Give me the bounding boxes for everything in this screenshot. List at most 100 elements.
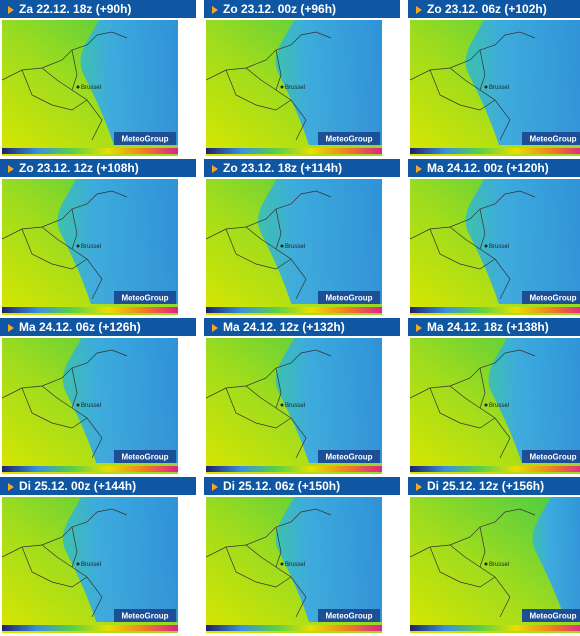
- thumbnail-header[interactable]: Zo 23.12. 12z (+108h): [0, 159, 196, 177]
- city-label: Brussel: [489, 244, 509, 250]
- city-label: Brussel: [489, 403, 509, 409]
- thumbnail-header[interactable]: Ma 24.12. 06z (+126h): [0, 318, 196, 336]
- thumbnail-label: Di 25.12. 06z (+150h): [223, 479, 341, 493]
- thumbnail-header[interactable]: Zo 23.12. 18z (+114h): [204, 159, 400, 177]
- forecast-map[interactable]: Brussel MeteoGroup: [206, 497, 382, 633]
- thumbnail: Za 22.12. 18z (+90h) Brussel MeteoGroup: [0, 0, 196, 156]
- thumbnail: Ma 24.12. 12z (+132h) Brussel MeteoGroup: [204, 318, 400, 474]
- city-label: Brussel: [285, 562, 305, 568]
- bullet-icon: [416, 164, 422, 173]
- color-scale: [410, 148, 580, 154]
- forecast-map[interactable]: Brussel MeteoGroup: [206, 20, 382, 156]
- forecast-map[interactable]: Brussel MeteoGroup: [2, 338, 178, 474]
- thumbnail: Zo 23.12. 18z (+114h) Brussel MeteoGroup: [204, 159, 400, 315]
- logo-box: [522, 450, 580, 463]
- forecast-map[interactable]: Brussel MeteoGroup: [206, 338, 382, 474]
- coastline: [206, 190, 332, 300]
- logo-box: [318, 609, 380, 622]
- thumbnail-label: Zo 23.12. 06z (+102h): [427, 2, 547, 16]
- coastline: [410, 349, 536, 459]
- city-marker: [76, 562, 80, 566]
- logo-box: [318, 132, 380, 145]
- logo-text: MeteoGroup: [529, 294, 576, 303]
- coastline: [410, 190, 536, 300]
- bullet-icon: [416, 323, 422, 332]
- forecast-map[interactable]: Brussel MeteoGroup: [2, 497, 178, 633]
- thumbnail-header[interactable]: Ma 24.12. 18z (+138h): [408, 318, 580, 336]
- thumbnail-header[interactable]: Zo 23.12. 00z (+96h): [204, 0, 400, 18]
- thumbnail-label: Di 25.12. 12z (+156h): [427, 479, 545, 493]
- city-marker: [76, 85, 80, 89]
- thumbnail-header[interactable]: Di 25.12. 12z (+156h): [408, 477, 580, 495]
- cold-region: [258, 179, 382, 304]
- thumbnail-label: Za 22.12. 18z (+90h): [19, 2, 132, 16]
- cold-region: [465, 20, 580, 145]
- logo-text: MeteoGroup: [325, 294, 372, 303]
- logo-text: MeteoGroup: [325, 453, 372, 462]
- logo-box: [522, 609, 580, 622]
- thumbnail-label: Di 25.12. 00z (+144h): [19, 479, 137, 493]
- logo-text: MeteoGroup: [121, 294, 168, 303]
- thumbnail: Zo 23.12. 12z (+108h) Brussel MeteoGroup: [0, 159, 196, 315]
- thumbnail: Ma 24.12. 00z (+120h) Brussel MeteoGroup: [408, 159, 580, 315]
- cold-region: [62, 497, 178, 622]
- thumbnail-header[interactable]: Ma 24.12. 12z (+132h): [204, 318, 400, 336]
- color-scale: [410, 625, 580, 631]
- cold-region: [275, 20, 382, 145]
- bullet-icon: [212, 482, 218, 491]
- cold-region: [57, 179, 178, 304]
- logo-text: MeteoGroup: [325, 135, 372, 144]
- city-label: Brussel: [489, 562, 509, 568]
- cold-region: [62, 338, 178, 463]
- color-scale: [2, 307, 178, 313]
- thumbnail: Di 25.12. 00z (+144h) Brussel MeteoGroup: [0, 477, 196, 633]
- thumbnail-header[interactable]: Di 25.12. 06z (+150h): [204, 477, 400, 495]
- forecast-map[interactable]: Brussel MeteoGroup: [410, 497, 580, 633]
- forecast-map[interactable]: Brussel MeteoGroup: [410, 338, 580, 474]
- bullet-icon: [8, 5, 14, 14]
- coastline: [2, 349, 128, 459]
- bullet-icon: [212, 323, 218, 332]
- city-marker: [280, 403, 284, 407]
- coastline: [410, 31, 536, 141]
- logo-text: MeteoGroup: [529, 612, 576, 621]
- logo-box: [114, 450, 176, 463]
- forecast-map[interactable]: Brussel MeteoGroup: [206, 179, 382, 315]
- thumbnail-header[interactable]: Di 25.12. 00z (+144h): [0, 477, 196, 495]
- thumbnail-header[interactable]: Za 22.12. 18z (+90h): [0, 0, 196, 18]
- logo-text: MeteoGroup: [121, 612, 168, 621]
- forecast-map[interactable]: Brussel MeteoGroup: [2, 179, 178, 315]
- city-label: Brussel: [81, 85, 101, 91]
- thumbnail: Ma 24.12. 06z (+126h) Brussel MeteoGroup: [0, 318, 196, 474]
- color-scale: [2, 625, 178, 631]
- logo-text: MeteoGroup: [529, 453, 576, 462]
- thumbnail: Di 25.12. 06z (+150h) Brussel MeteoGroup: [204, 477, 400, 633]
- coastline: [410, 508, 536, 618]
- thumbnail-label: Ma 24.12. 12z (+132h): [223, 320, 345, 334]
- thumbnail-label: Zo 23.12. 00z (+96h): [223, 2, 337, 16]
- forecast-map[interactable]: Brussel MeteoGroup: [2, 20, 178, 156]
- thumbnail-label: Ma 24.12. 00z (+120h): [427, 161, 549, 175]
- cold-region: [275, 497, 382, 622]
- thumbnail-label: Zo 23.12. 12z (+108h): [19, 161, 139, 175]
- coastline: [2, 31, 128, 141]
- coastline: [206, 508, 332, 618]
- color-scale: [410, 307, 580, 313]
- city-label: Brussel: [81, 403, 101, 409]
- thumbnail-label: Zo 23.12. 18z (+114h): [223, 161, 343, 175]
- forecast-map[interactable]: Brussel MeteoGroup: [410, 179, 580, 315]
- thumbnail-header[interactable]: Ma 24.12. 00z (+120h): [408, 159, 580, 177]
- thumbnail-label: Ma 24.12. 18z (+138h): [427, 320, 549, 334]
- thumbnail-header[interactable]: Zo 23.12. 06z (+102h): [408, 0, 580, 18]
- forecast-map[interactable]: Brussel MeteoGroup: [410, 20, 580, 156]
- bullet-icon: [8, 164, 14, 173]
- coastline: [2, 508, 128, 618]
- bullet-icon: [212, 5, 218, 14]
- logo-box: [114, 291, 176, 304]
- color-scale: [2, 148, 178, 154]
- logo-box: [522, 291, 580, 304]
- city-marker: [76, 403, 80, 407]
- city-label: Brussel: [81, 562, 101, 568]
- color-scale: [206, 148, 382, 154]
- city-marker: [76, 244, 80, 248]
